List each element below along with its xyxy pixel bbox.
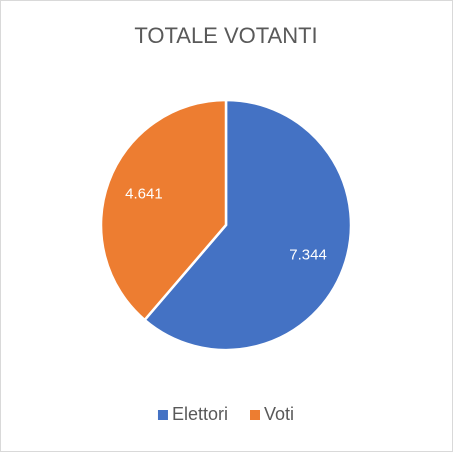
pie-slice (142, 98, 353, 352)
legend-swatch (250, 410, 260, 420)
chart-title: TOTALE VOTANTI (134, 23, 317, 48)
pie-slice (99, 98, 228, 322)
legend-label: Elettori (172, 404, 228, 424)
legend-label: Voti (264, 404, 294, 424)
data-label: 4.641 (125, 186, 163, 203)
data-label: 7.344 (289, 246, 327, 263)
legend-swatch (157, 410, 168, 420)
